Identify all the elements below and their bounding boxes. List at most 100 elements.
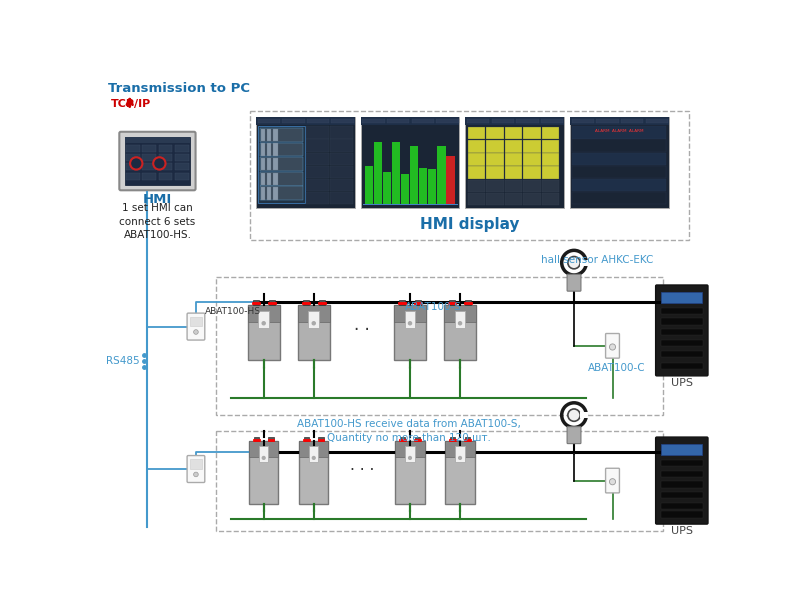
FancyBboxPatch shape bbox=[187, 455, 205, 483]
FancyBboxPatch shape bbox=[606, 333, 619, 358]
Bar bbox=[486, 167, 504, 179]
Bar bbox=[256, 117, 354, 125]
Bar bbox=[394, 305, 426, 322]
Circle shape bbox=[409, 457, 411, 459]
Bar bbox=[446, 156, 454, 204]
Bar bbox=[505, 193, 522, 205]
Bar bbox=[573, 153, 666, 165]
Bar bbox=[174, 154, 189, 161]
Bar bbox=[661, 503, 703, 509]
Bar bbox=[259, 446, 268, 462]
Bar bbox=[298, 305, 330, 322]
Bar bbox=[330, 192, 353, 204]
Bar bbox=[465, 300, 471, 305]
Bar bbox=[661, 329, 703, 335]
Bar bbox=[258, 310, 269, 327]
Bar bbox=[174, 173, 189, 179]
Bar bbox=[216, 431, 662, 531]
Circle shape bbox=[568, 409, 580, 422]
Bar bbox=[256, 117, 354, 208]
Bar bbox=[414, 437, 420, 442]
FancyBboxPatch shape bbox=[567, 274, 581, 291]
Bar bbox=[523, 153, 541, 165]
Bar bbox=[299, 442, 328, 504]
Bar bbox=[142, 145, 156, 152]
Bar bbox=[468, 127, 486, 140]
Bar bbox=[415, 300, 421, 305]
Bar bbox=[580, 412, 588, 418]
Bar bbox=[307, 118, 329, 123]
Bar bbox=[395, 442, 425, 457]
Circle shape bbox=[610, 478, 615, 485]
Text: ABAT100-S: ABAT100-S bbox=[405, 302, 462, 312]
Bar bbox=[392, 143, 400, 204]
Bar bbox=[542, 127, 559, 140]
Bar bbox=[306, 126, 329, 139]
Bar bbox=[266, 173, 271, 185]
Bar bbox=[492, 118, 514, 123]
Bar bbox=[174, 145, 189, 152]
Bar bbox=[174, 163, 189, 170]
Bar bbox=[260, 143, 303, 156]
Bar bbox=[387, 118, 410, 123]
Bar bbox=[273, 173, 278, 185]
Bar bbox=[299, 442, 328, 457]
Bar bbox=[570, 117, 669, 208]
Bar bbox=[661, 351, 703, 357]
Circle shape bbox=[610, 344, 615, 350]
Circle shape bbox=[409, 322, 411, 325]
Bar bbox=[266, 187, 271, 199]
Bar bbox=[254, 437, 259, 442]
Bar bbox=[330, 179, 353, 191]
Text: ABAT100-C: ABAT100-C bbox=[587, 363, 645, 373]
Bar bbox=[309, 446, 318, 462]
Bar bbox=[405, 310, 415, 327]
Bar bbox=[468, 140, 486, 153]
Bar bbox=[330, 126, 353, 139]
Bar bbox=[542, 179, 559, 192]
Bar bbox=[621, 118, 643, 123]
Bar bbox=[573, 165, 666, 178]
Bar bbox=[260, 187, 303, 201]
Bar bbox=[438, 146, 446, 204]
Text: hall sensor AHKC-EKC: hall sensor AHKC-EKC bbox=[541, 255, 654, 265]
Bar bbox=[505, 179, 522, 192]
Bar bbox=[249, 442, 278, 457]
Circle shape bbox=[568, 257, 580, 269]
Bar bbox=[247, 305, 280, 361]
Bar bbox=[318, 300, 325, 305]
Bar bbox=[661, 460, 703, 466]
Bar bbox=[260, 128, 303, 142]
Circle shape bbox=[458, 322, 462, 325]
Text: · · ·: · · · bbox=[350, 463, 374, 478]
Bar bbox=[330, 165, 353, 178]
Bar bbox=[158, 145, 173, 152]
Bar bbox=[419, 168, 427, 204]
Bar bbox=[468, 179, 486, 192]
Text: ALARM  ALARM  ALARM: ALARM ALARM ALARM bbox=[595, 129, 644, 133]
Text: UPS: UPS bbox=[671, 378, 693, 388]
Bar bbox=[306, 192, 329, 204]
Bar bbox=[331, 118, 354, 123]
Text: ABAT100-HS receive data from ABAT100-S,
Quantity no more than 120 шт.: ABAT100-HS receive data from ABAT100-S, … bbox=[297, 419, 520, 443]
Bar bbox=[449, 300, 455, 305]
Bar bbox=[125, 137, 190, 185]
Bar bbox=[260, 157, 303, 171]
Bar bbox=[505, 167, 522, 179]
Bar bbox=[269, 300, 275, 305]
FancyBboxPatch shape bbox=[567, 426, 581, 443]
Bar bbox=[662, 292, 702, 303]
Bar bbox=[395, 442, 425, 504]
Bar bbox=[662, 445, 702, 455]
Bar bbox=[308, 310, 319, 327]
FancyBboxPatch shape bbox=[187, 313, 205, 340]
Bar bbox=[266, 129, 271, 141]
Text: · ·: · · bbox=[354, 321, 370, 339]
Bar bbox=[261, 158, 266, 170]
Bar bbox=[516, 118, 538, 123]
Circle shape bbox=[312, 457, 315, 459]
Text: RS485: RS485 bbox=[106, 356, 139, 366]
Bar bbox=[250, 111, 689, 240]
Bar bbox=[382, 172, 391, 204]
Bar bbox=[330, 140, 353, 152]
